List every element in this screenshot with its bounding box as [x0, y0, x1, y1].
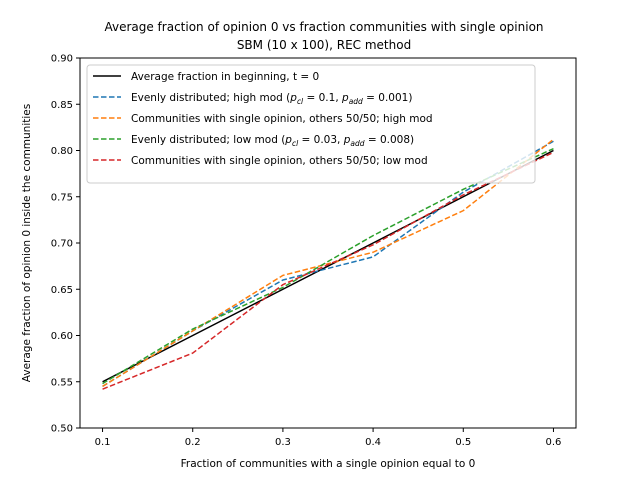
series-line-1 [102, 149, 554, 383]
y-tick-label: 0.90 [51, 54, 73, 65]
y-tick-label: 0.60 [51, 331, 73, 342]
y-tick-label: 0.50 [51, 424, 73, 435]
x-tick-label: 0.5 [455, 437, 471, 448]
legend-entry: Evenly distributed; low mod (pcl = 0.03,… [131, 134, 414, 148]
legend-entry: Average fraction in beginning, t = 0 [131, 71, 319, 83]
x-tick-label: 0.4 [365, 437, 381, 448]
x-axis-label: Fraction of communities with a single op… [181, 458, 476, 470]
x-tick-label: 0.6 [546, 437, 562, 448]
y-tick-label: 0.55 [51, 377, 73, 388]
y-axis-label: Average fraction of opinion 0 inside the… [21, 104, 33, 382]
y-tick-label: 0.70 [51, 239, 73, 250]
legend-entry: Evenly distributed; high mod (pcl = 0.1,… [131, 92, 412, 106]
legend-entry: Communities with single opinion, others … [131, 113, 433, 125]
y-tick-label: 0.65 [51, 285, 73, 296]
legend: Average fraction in beginning, t = 0 Even… [86, 64, 536, 184]
y-tick-label: 0.85 [51, 100, 73, 111]
legend-entry: Communities with single opinion, others … [131, 155, 428, 167]
series-line-5 [102, 151, 554, 390]
chart-title: Average fraction of opinion 0 vs fractio… [104, 20, 543, 34]
x-tick-label: 0.3 [275, 437, 291, 448]
chart-subtitle: SBM (10 x 100), REC method [237, 38, 411, 52]
y-tick-label: 0.75 [51, 192, 73, 203]
x-tick-label: 0.2 [185, 437, 201, 448]
y-axis: 0.50 0.55 0.60 0.65 0.70 0.75 0.80 0.85 0.90 [51, 54, 80, 435]
y-tick-label: 0.80 [51, 146, 73, 157]
legend-box [86, 64, 536, 184]
x-tick-label: 0.1 [95, 437, 111, 448]
x-axis: 0.1 0.2 0.3 0.4 0.5 0.6 [95, 428, 562, 448]
series-line-3 [102, 138, 554, 388]
